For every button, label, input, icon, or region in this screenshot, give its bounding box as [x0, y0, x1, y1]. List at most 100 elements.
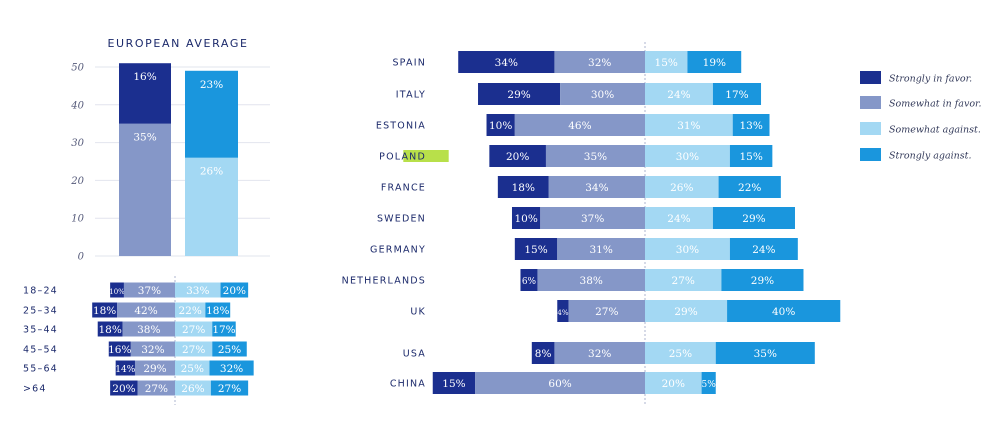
value-label: 4%	[557, 309, 568, 317]
bar-segment	[212, 321, 236, 337]
bar-segment	[92, 302, 118, 318]
value-label: 29%	[143, 363, 166, 375]
category-label: SWEDEN	[377, 214, 426, 225]
legend-swatch	[860, 96, 881, 109]
bar-segment	[110, 380, 138, 396]
value-label: 22%	[738, 182, 761, 194]
bar-segment	[732, 114, 770, 136]
category-label: 18–24	[23, 286, 58, 297]
bar-segment	[729, 145, 773, 167]
bar-segment	[175, 341, 213, 357]
avg-bar-segment	[185, 70, 238, 158]
bar-segment	[478, 83, 561, 105]
value-label: 27%	[595, 306, 618, 318]
category-label: SPAIN	[392, 58, 426, 69]
category-label: ESTONIA	[376, 121, 426, 132]
category-label: GERMANY	[370, 245, 426, 256]
value-label: 29%	[742, 213, 765, 225]
value-label: 25%	[181, 363, 204, 375]
value-label: 27%	[672, 275, 695, 287]
avg-value-label: 26%	[200, 166, 223, 178]
bar-segment	[220, 282, 249, 298]
bar-segment	[137, 380, 175, 396]
highlight-marker	[403, 150, 449, 162]
value-label: 20%	[662, 378, 685, 390]
bar-segment	[520, 269, 538, 291]
bar-segment	[715, 342, 815, 364]
category-label: UK	[410, 307, 426, 318]
bar-segment	[175, 302, 206, 318]
bar-segment	[115, 360, 135, 376]
bar-segment	[209, 360, 254, 376]
bar-segment	[432, 372, 476, 394]
category-label: 35–44	[23, 325, 58, 336]
y-tick-label: 0	[78, 252, 85, 263]
value-label: 6%	[522, 277, 537, 287]
bar-segment	[175, 282, 221, 298]
bar-segment	[511, 207, 541, 229]
bar-segment	[645, 83, 713, 105]
bar-segment	[486, 114, 515, 136]
y-tick-label: 20	[70, 176, 84, 187]
bar-segment	[531, 342, 555, 364]
bar-segment	[497, 176, 549, 198]
bar-segment	[110, 282, 124, 298]
value-label: 18%	[93, 305, 116, 317]
value-label: 34%	[495, 57, 518, 69]
bar-segment	[645, 372, 702, 394]
y-tick-label: 10	[71, 214, 84, 225]
value-label: 30%	[591, 89, 614, 101]
legend-label: Somewhat in favor.	[889, 99, 982, 110]
value-label: 32%	[220, 363, 243, 375]
bar-segment	[687, 51, 742, 73]
bar-segment	[175, 380, 211, 396]
value-label: 27%	[218, 383, 241, 395]
value-label: 24%	[667, 213, 690, 225]
avg-value-label: 23%	[200, 79, 223, 91]
value-label: 18%	[512, 182, 535, 194]
bar-segment	[645, 145, 730, 167]
bar-segment	[458, 51, 555, 73]
value-label: 38%	[137, 324, 160, 336]
value-label: 10%	[489, 120, 512, 132]
value-label: 17%	[725, 89, 748, 101]
value-label: 46%	[568, 120, 591, 132]
bar-segment	[645, 207, 713, 229]
bar-segment	[557, 300, 569, 322]
value-label: 29%	[751, 275, 774, 287]
value-label: 30%	[676, 151, 699, 163]
bar-segment	[645, 300, 728, 322]
value-label: 14%	[115, 365, 135, 375]
value-label: 33%	[186, 285, 209, 297]
bar-segment	[721, 269, 804, 291]
value-label: 20%	[506, 151, 529, 163]
category-label: NETHERLANDS	[342, 276, 426, 287]
value-label: 26%	[181, 383, 204, 395]
bar-segment	[537, 269, 645, 291]
age-group-chart: 18–24 10% 37% 33% 20% 25–34 18% 42% 22% 18% 35–44 1…	[23, 276, 254, 405]
category-label: FRANCE	[381, 183, 426, 194]
value-label: 20%	[223, 285, 246, 297]
bar-segment	[130, 341, 175, 357]
y-tick-label: 40	[70, 100, 84, 111]
category-label: 25–34	[23, 306, 58, 317]
value-label: 15%	[655, 57, 678, 69]
value-label: 60%	[548, 378, 571, 390]
bar-segment	[514, 114, 645, 136]
value-label: 29%	[674, 306, 697, 318]
value-label: 15%	[524, 244, 547, 256]
category-label: CHINA	[390, 379, 426, 390]
value-label: 17%	[212, 324, 235, 336]
value-label: 31%	[677, 120, 700, 132]
value-label: 29%	[507, 89, 530, 101]
bar-segment	[729, 238, 798, 260]
legend-label: Strongly in favor.	[889, 74, 972, 85]
value-label: 5%	[702, 380, 717, 390]
bar-segment	[540, 207, 645, 229]
value-label: 32%	[588, 57, 611, 69]
bar-segment	[554, 342, 645, 364]
european-average-chart: 0 10 20 30 40 50 35% 16% 26% 23%	[70, 63, 270, 263]
bar-segment	[205, 302, 231, 318]
value-label: 32%	[588, 348, 611, 360]
y-tick-label: 30	[71, 138, 84, 149]
